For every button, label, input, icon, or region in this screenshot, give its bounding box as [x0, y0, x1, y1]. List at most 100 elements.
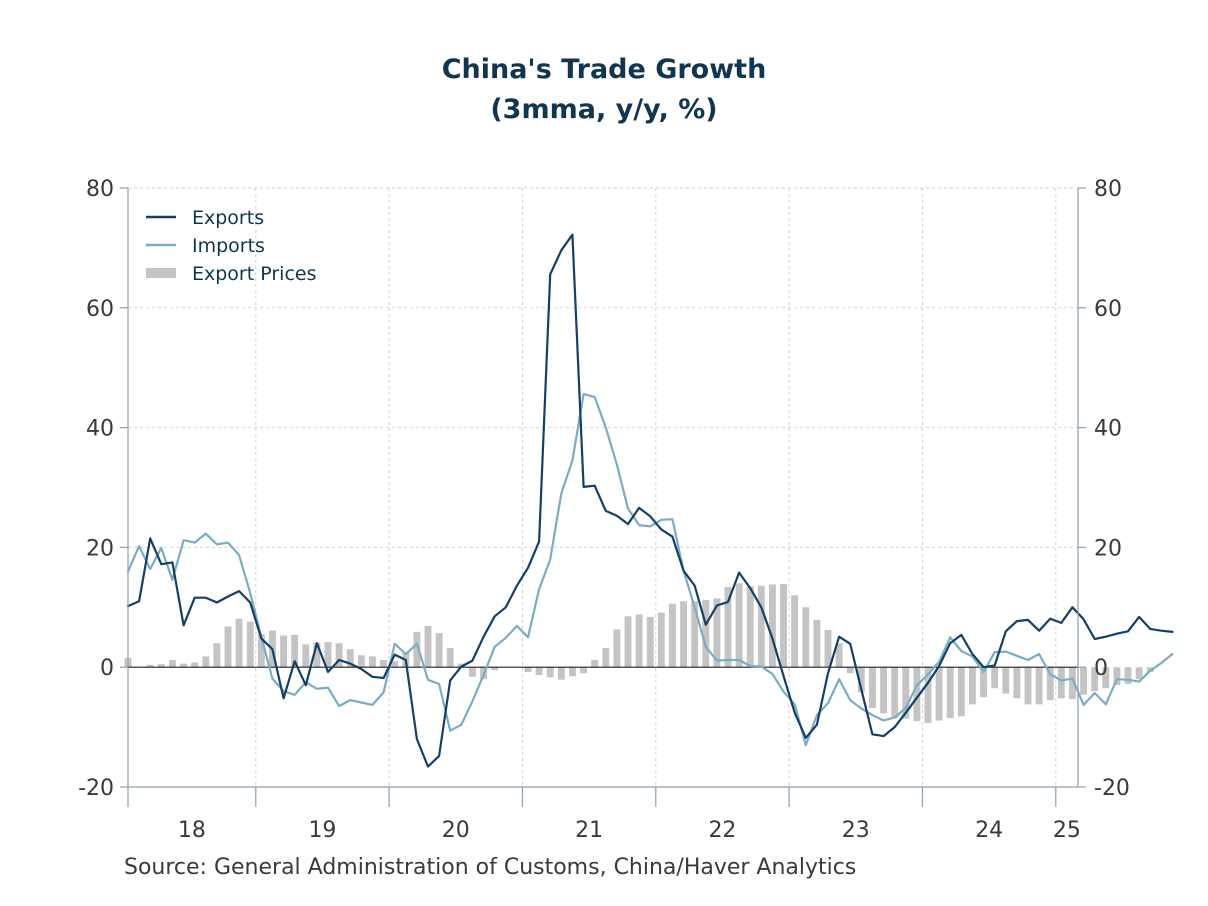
- bar-export-prices: [646, 616, 654, 668]
- y-tick-label-right: 60: [1094, 297, 1122, 322]
- bar-export-prices: [769, 584, 776, 668]
- legend: Exports Imports Export Prices: [146, 207, 316, 285]
- bar-export-prices: [624, 616, 632, 668]
- bar-export-prices: [924, 667, 932, 723]
- bar-export-prices: [557, 667, 565, 680]
- bar-export-prices: [257, 634, 265, 668]
- bar-export-prices: [691, 601, 699, 668]
- legend-label-exports: Exports: [192, 207, 264, 229]
- bar-export-prices: [1024, 667, 1032, 705]
- bar-export-prices: [524, 667, 532, 672]
- bar-export-prices: [902, 667, 910, 719]
- bar-export-prices: [346, 649, 354, 668]
- export-prices-bars: [124, 583, 1154, 723]
- x-tick-label: 19: [308, 818, 336, 843]
- bar-export-prices: [1035, 667, 1043, 705]
- bar-export-prices: [980, 667, 987, 698]
- bar-export-prices: [302, 644, 310, 668]
- bar-export-prices: [669, 603, 676, 668]
- bar-export-prices: [1002, 667, 1010, 694]
- bar-export-prices: [324, 642, 332, 668]
- bar-export-prices: [157, 664, 165, 668]
- bar-export-prices: [546, 667, 554, 678]
- bar-export-prices: [202, 656, 210, 668]
- bar-export-prices: [569, 667, 576, 677]
- bar-export-prices: [613, 629, 621, 668]
- bar-export-prices: [635, 614, 643, 668]
- chart-subtitle: (3mma, y/y, %): [490, 94, 718, 125]
- y-tick-label-right: 0: [1094, 656, 1108, 681]
- x-tick-label: 21: [575, 818, 603, 843]
- bar-export-prices: [913, 667, 921, 722]
- bar-export-prices: [1102, 667, 1110, 689]
- bar-export-prices: [802, 607, 810, 668]
- bar-export-prices: [880, 667, 887, 714]
- x-tick-label: 18: [178, 818, 206, 843]
- bar-export-prices: [224, 626, 232, 668]
- axes-layer: 80 80 60 60 40 40 20 20 0 0 -20 -20 18 19 20 21 22 23 24 25: [78, 177, 1130, 843]
- x-tick-label: 24: [975, 818, 1003, 843]
- bar-export-prices: [702, 600, 710, 668]
- source-note: Source: General Administration of Custom…: [124, 855, 857, 880]
- bar-export-prices: [891, 667, 899, 719]
- bar-export-prices: [1057, 667, 1065, 699]
- x-tick-label: 22: [708, 818, 736, 843]
- bar-export-prices: [213, 643, 221, 668]
- bar-export-prices: [757, 585, 765, 668]
- bar-export-prices: [657, 612, 665, 668]
- bar-export-prices: [1013, 667, 1021, 699]
- bar-export-prices: [491, 667, 499, 671]
- bar-export-prices: [835, 643, 843, 668]
- bar-export-prices: [724, 586, 732, 668]
- y-tick-label-right: 40: [1094, 417, 1122, 442]
- bar-export-prices: [146, 664, 154, 668]
- bar-export-prices: [813, 619, 821, 668]
- bar-export-prices: [824, 630, 832, 668]
- bar-export-prices: [957, 667, 965, 717]
- bar-export-prices: [180, 663, 187, 668]
- y-tick-label-left: 0: [100, 656, 114, 681]
- bar-export-prices: [680, 601, 687, 668]
- bar-export-prices: [235, 618, 243, 668]
- bar-export-prices: [580, 667, 587, 674]
- bar-export-prices: [191, 662, 199, 668]
- bar-export-prices: [357, 655, 365, 668]
- bar-export-prices: [391, 661, 399, 668]
- bar-export-prices: [846, 667, 854, 674]
- bar-export-prices: [1046, 667, 1054, 701]
- bar-export-prices: [369, 656, 376, 668]
- legend-swatch-export-prices: [146, 268, 176, 278]
- bar-export-prices: [424, 625, 432, 668]
- bar-export-prices: [713, 598, 721, 668]
- legend-label-export-prices: Export Prices: [192, 263, 316, 285]
- x-tick-label: 20: [442, 818, 470, 843]
- bar-export-prices: [1135, 667, 1143, 680]
- bar-export-prices: [380, 660, 387, 668]
- bar-export-prices: [780, 583, 787, 668]
- bar-export-prices: [1069, 667, 1076, 699]
- y-tick-label-right: 20: [1094, 536, 1122, 561]
- bar-export-prices: [591, 660, 599, 668]
- x-tick-label: 23: [842, 818, 870, 843]
- bar-export-prices: [246, 621, 254, 668]
- y-tick-label-right: -20: [1094, 776, 1130, 801]
- bar-export-prices: [735, 583, 743, 668]
- bar-export-prices: [969, 667, 976, 705]
- line-exports: [126, 233, 1174, 768]
- bar-export-prices: [1124, 667, 1132, 684]
- bar-export-prices: [435, 633, 443, 668]
- bar-export-prices: [535, 667, 543, 675]
- bar-export-prices: [313, 642, 321, 668]
- bar-export-prices: [946, 667, 954, 719]
- bar-export-prices: [291, 634, 299, 668]
- y-tick-label-left: -20: [78, 776, 114, 801]
- bar-export-prices: [1113, 667, 1121, 686]
- legend-label-imports: Imports: [192, 235, 265, 257]
- y-tick-label-left: 80: [86, 177, 114, 202]
- bar-export-prices: [169, 660, 176, 668]
- bar-export-prices: [935, 667, 943, 721]
- bar-export-prices: [446, 648, 454, 668]
- bar-export-prices: [857, 667, 865, 693]
- chart-title: China's Trade Growth: [441, 54, 767, 85]
